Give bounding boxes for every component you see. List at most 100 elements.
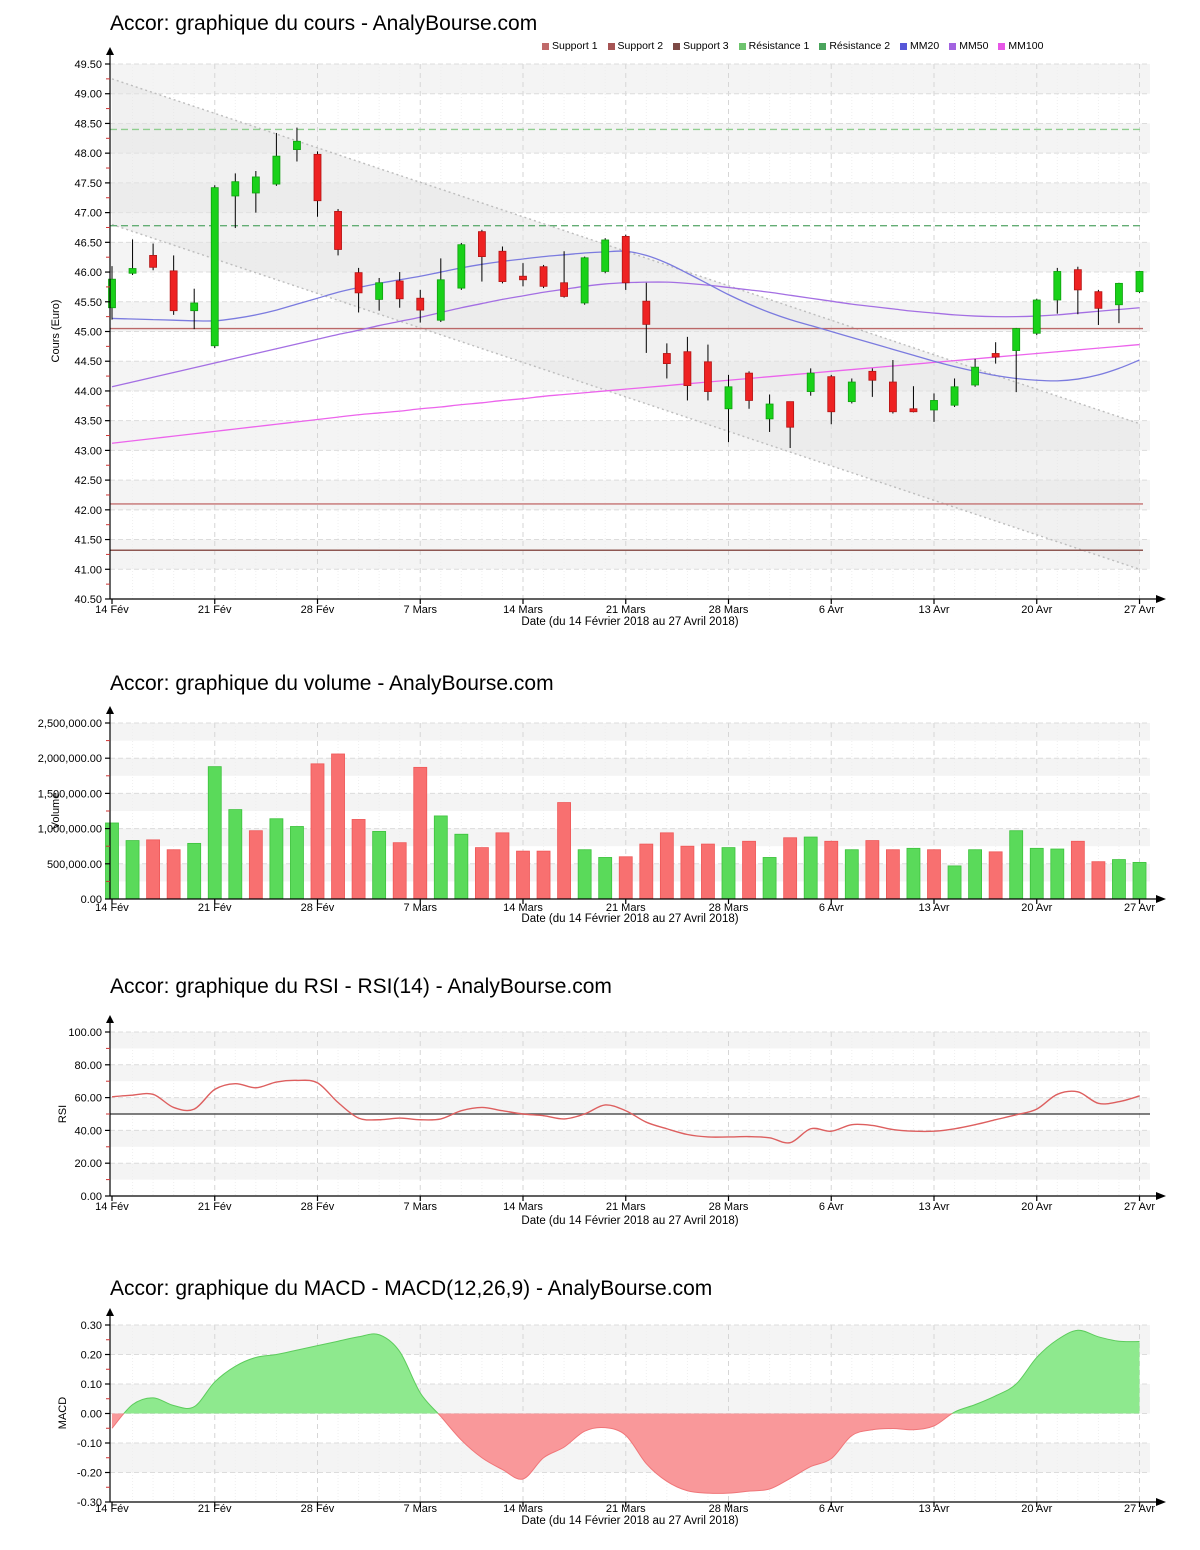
svg-text:27 Avr: 27 Avr	[1124, 1503, 1155, 1515]
candle	[971, 366, 979, 386]
price-x-axis-caption: Date (du 14 Février 2018 au 27 Avril 201…	[521, 616, 739, 628]
svg-text:27 Avr: 27 Avr	[1124, 902, 1155, 914]
volume-bar	[413, 766, 428, 900]
candle	[354, 272, 363, 294]
svg-text:0.00: 0.00	[81, 1409, 102, 1421]
volume-bar	[1070, 840, 1085, 900]
volume-bar	[290, 826, 304, 900]
candle	[498, 250, 507, 282]
svg-text:40.00: 40.00	[74, 1125, 102, 1137]
candle	[889, 381, 897, 413]
volume-bar	[228, 809, 243, 900]
channel-lower-line	[111, 223, 1140, 570]
svg-text:14 Fév: 14 Fév	[95, 1201, 129, 1213]
svg-text:-0.20: -0.20	[77, 1468, 102, 1480]
legend-item-support-2: Support 2	[607, 40, 663, 52]
legend-item-r-sistance-1: Résistance 1	[738, 40, 810, 52]
volume-bar	[701, 843, 715, 900]
svg-text:-0.30: -0.30	[77, 1497, 102, 1509]
svg-text:41.00: 41.00	[74, 564, 102, 576]
svg-text:28 Mars: 28 Mars	[709, 1503, 749, 1515]
volume-bar	[618, 856, 633, 900]
candle	[457, 244, 466, 289]
volume-bar	[721, 847, 736, 900]
svg-text:7 Mars: 7 Mars	[403, 1503, 437, 1515]
volume-bar	[577, 849, 592, 900]
candle	[1073, 269, 1082, 291]
volume-x-axis-caption: Date (du 14 Février 2018 au 27 Avril 201…	[521, 913, 739, 925]
volume-bar	[310, 763, 325, 900]
volume-bar	[659, 832, 674, 900]
volume-bar	[927, 849, 941, 900]
volume-bar	[886, 849, 900, 900]
candle	[909, 408, 918, 413]
svg-text:13 Avr: 13 Avr	[919, 604, 950, 616]
volume-bar	[105, 822, 119, 900]
svg-text:6 Avr: 6 Avr	[819, 604, 844, 616]
volume-bar	[516, 850, 530, 900]
candle	[991, 353, 1000, 358]
volume-bar	[1112, 859, 1126, 900]
svg-text:49.50: 49.50	[74, 59, 102, 71]
candle	[190, 302, 199, 312]
legend-item-mm100: MM100	[998, 40, 1043, 52]
volume-bar	[865, 840, 880, 900]
candle	[827, 376, 836, 413]
svg-text:7 Mars: 7 Mars	[403, 902, 437, 914]
candle	[1115, 282, 1123, 306]
volume-bar	[454, 833, 469, 900]
svg-text:14 Mars: 14 Mars	[503, 902, 543, 914]
candle	[950, 386, 959, 406]
svg-text:28 Mars: 28 Mars	[709, 902, 749, 914]
candle	[395, 280, 404, 300]
candle	[765, 403, 774, 420]
candle	[436, 279, 445, 321]
svg-text:14 Mars: 14 Mars	[503, 1503, 543, 1515]
volume-bar	[372, 831, 387, 900]
volume-bar	[392, 842, 407, 900]
svg-text:21 Mars: 21 Mars	[606, 1201, 646, 1213]
candle	[1135, 271, 1144, 293]
svg-text:47.00: 47.00	[74, 208, 102, 220]
price-y-axis-label: Cours (Euro)	[50, 299, 62, 363]
candle	[868, 370, 877, 381]
legend-color-swatch	[673, 42, 681, 50]
candle	[786, 401, 795, 428]
volume-bar	[495, 832, 510, 900]
candle	[806, 372, 815, 392]
volume-bar	[433, 815, 448, 900]
legend-label: Résistance 2	[829, 40, 891, 52]
price-chart-title: Accor: graphique du cours - AnalyBourse.…	[110, 12, 538, 35]
candle	[231, 181, 240, 197]
svg-text:20 Avr: 20 Avr	[1021, 1201, 1052, 1213]
candle	[1032, 299, 1041, 334]
volume-bar	[639, 843, 654, 900]
svg-text:28 Mars: 28 Mars	[709, 604, 749, 616]
legend-color-swatch	[738, 42, 746, 50]
svg-text:44.00: 44.00	[74, 386, 102, 398]
candle	[621, 235, 630, 284]
svg-text:14 Mars: 14 Mars	[503, 1201, 543, 1213]
candle	[1094, 291, 1103, 309]
legend-label: Résistance 1	[748, 40, 810, 52]
svg-text:1,500,000.00: 1,500,000.00	[38, 788, 102, 800]
svg-text:7 Mars: 7 Mars	[403, 604, 437, 616]
svg-text:14 Mars: 14 Mars	[503, 604, 543, 616]
volume-bar	[248, 830, 263, 900]
svg-text:48.50: 48.50	[74, 118, 102, 130]
svg-text:43.00: 43.00	[74, 445, 102, 457]
candle	[169, 270, 178, 312]
volume-bar	[1091, 861, 1106, 900]
svg-text:21 Fév: 21 Fév	[198, 902, 232, 914]
svg-text:21 Fév: 21 Fév	[198, 1201, 232, 1213]
svg-text:7 Mars: 7 Mars	[403, 1201, 437, 1213]
svg-text:0.30: 0.30	[81, 1320, 102, 1332]
candle	[539, 266, 548, 287]
legend-color-swatch	[900, 42, 908, 50]
volume-bar	[474, 847, 489, 900]
candle	[251, 176, 260, 194]
legend-color-swatch	[542, 42, 549, 50]
candle	[1012, 328, 1021, 351]
svg-text:80.00: 80.00	[74, 1060, 102, 1072]
